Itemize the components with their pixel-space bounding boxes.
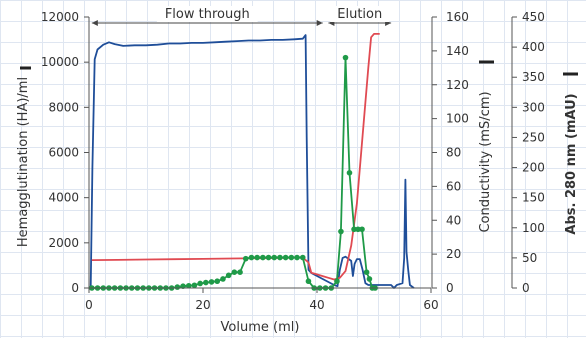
x-tick-label: 20 bbox=[195, 298, 210, 312]
left-y-axis-label: Hemagglutination (HA)/ml bbox=[16, 77, 31, 247]
series-point-left bbox=[359, 226, 365, 233]
series-point-left bbox=[231, 269, 238, 275]
series-point-left bbox=[338, 228, 344, 235]
right-y-tick-label: 100 bbox=[522, 221, 545, 235]
series-line-right bbox=[89, 34, 415, 289]
series-point-left bbox=[363, 269, 370, 275]
series-point-left bbox=[299, 254, 306, 261]
annotation-label: Elution bbox=[337, 7, 382, 22]
mid-y-tick-label: 0 bbox=[446, 281, 454, 295]
annotation-arrow-left-icon bbox=[91, 20, 98, 26]
left-y-tick-label: 2000 bbox=[48, 236, 79, 250]
mid-y-tick-label: 100 bbox=[446, 112, 469, 126]
series-layer bbox=[89, 33, 415, 291]
right-y-tick-label: 250 bbox=[522, 130, 545, 144]
annotation-label-bg bbox=[330, 6, 390, 22]
series-point-left bbox=[288, 254, 295, 261]
series-point-left bbox=[197, 280, 203, 287]
series-point-left bbox=[260, 254, 266, 261]
mid-y-tick-label: 140 bbox=[446, 44, 469, 58]
mid-y-tick-label: 120 bbox=[446, 78, 469, 92]
left-y-tick-label: 12000 bbox=[41, 10, 79, 24]
right-y-axis-label: Abs. 280 nm (mAU) bbox=[564, 93, 579, 234]
series-point-left bbox=[271, 254, 278, 261]
mid-y-tick-label: 80 bbox=[446, 146, 461, 160]
right-y-tick-label: 300 bbox=[522, 100, 545, 114]
annotation-arrow-right-icon bbox=[316, 20, 323, 26]
series-point-left bbox=[366, 276, 373, 282]
left-y-tick-label: 4000 bbox=[48, 191, 79, 205]
right-y-tick-label: 150 bbox=[522, 191, 545, 205]
series-line-mid bbox=[91, 33, 380, 281]
series-point-left bbox=[203, 279, 209, 286]
mid-y-axis-label: Conductivity (mS/cm) bbox=[478, 91, 493, 232]
right-y-tick-label: 50 bbox=[522, 251, 537, 265]
right-y-tick-label: 450 bbox=[522, 10, 545, 24]
left-y-tick-label: 6000 bbox=[48, 146, 79, 160]
mid-y-tick-label: 60 bbox=[446, 179, 461, 193]
right-y-tick-label: 0 bbox=[522, 281, 530, 295]
x-axis-label: Volume (ml) bbox=[221, 320, 300, 335]
series-point-left bbox=[185, 282, 192, 289]
mid-y-tick-label: 40 bbox=[446, 213, 461, 227]
right-y-tick-label: 400 bbox=[522, 40, 545, 54]
series-point-left bbox=[225, 272, 232, 279]
series-point-left bbox=[282, 254, 289, 261]
series-point-left bbox=[265, 254, 272, 261]
x-tick-label: 40 bbox=[309, 298, 324, 312]
series-point-left bbox=[174, 284, 181, 290]
x-tick-label: 60 bbox=[423, 298, 438, 312]
series-point-left bbox=[214, 278, 221, 285]
annotation-label: Flow through bbox=[165, 7, 250, 22]
series-point-left bbox=[334, 278, 340, 285]
series-point-left bbox=[355, 226, 361, 233]
right-y-tick-label: 200 bbox=[522, 161, 545, 175]
annotation-label-bg bbox=[156, 6, 258, 22]
series-point-left bbox=[294, 254, 300, 261]
mid-y-tick-label: 20 bbox=[446, 247, 461, 261]
series-point-left bbox=[248, 254, 255, 261]
mid-y-tick-label: 160 bbox=[446, 10, 469, 24]
series-point-left bbox=[254, 254, 260, 261]
series-point-left bbox=[220, 276, 226, 282]
series-point-left bbox=[342, 54, 349, 61]
series-point-left bbox=[242, 255, 249, 262]
left-y-tick-label: 10000 bbox=[41, 55, 79, 69]
series-point-left bbox=[191, 282, 198, 289]
series-point-left bbox=[305, 278, 312, 285]
series-point-left bbox=[237, 269, 243, 275]
right-y-tick-label: 350 bbox=[522, 70, 545, 84]
series-line-left bbox=[91, 56, 376, 289]
series-point-left bbox=[277, 254, 283, 261]
left-y-tick-label: 8000 bbox=[48, 100, 79, 114]
series-point-left bbox=[351, 226, 357, 233]
series-point-left bbox=[208, 279, 215, 285]
axes-layer: 0 20 40 60020004000600080001000012000020406… bbox=[16, 10, 579, 335]
series-point-left bbox=[346, 170, 353, 176]
left-y-tick-label: 0 bbox=[71, 281, 79, 295]
x-tick-label: 0 bbox=[85, 298, 93, 312]
annotations-layer: Flow through Elution bbox=[91, 6, 392, 26]
